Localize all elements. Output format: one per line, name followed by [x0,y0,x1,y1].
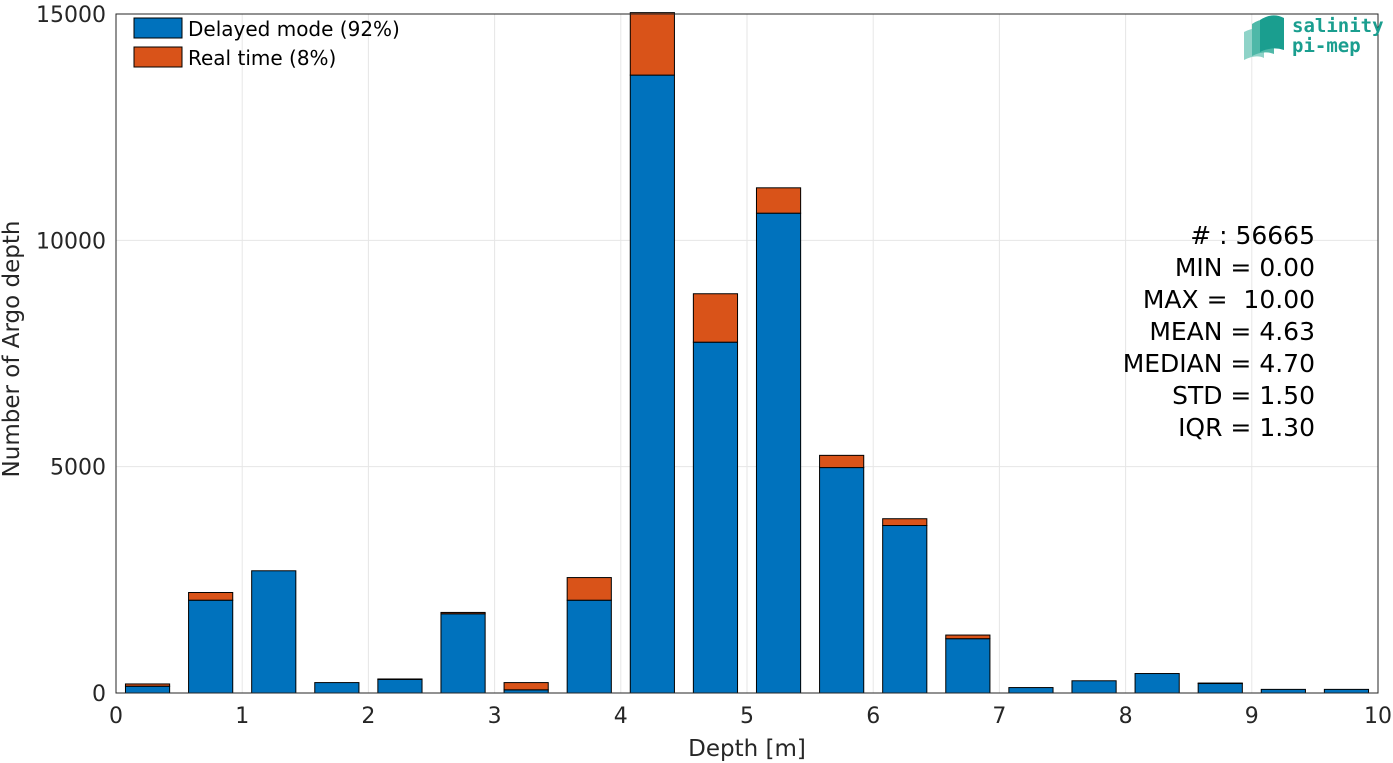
x-tick-label: 10 [1364,704,1392,729]
stat-median: MEDIAN = 4.70 [1123,349,1315,378]
y-tick-label: 5000 [50,456,106,481]
stat-iqr: IQR = 1.30 [1178,413,1315,442]
bar-real-time [124,683,171,687]
bar-real-time [692,293,739,343]
bar-real-time [945,634,991,640]
bar-delayed-mode [692,341,739,694]
bar-delayed-mode [1008,687,1054,694]
bar-delayed-mode [1260,688,1306,694]
y-axis-label: Number of Argo depth [0,221,25,478]
x-tick-label: 8 [1119,704,1133,729]
x-tick-label: 9 [1245,704,1259,729]
x-tick-label: 6 [866,704,880,729]
bar-delayed-mode [188,599,234,694]
bar-delayed-mode [755,212,802,694]
legend: Delayed mode (92%) Real time (8%) [133,17,400,70]
y-tick-label: 0 [92,682,106,707]
x-tick-labels: 0 1 2 3 4 5 6 7 8 9 10 [109,704,1392,729]
stat-count: # : 56665 [1190,221,1315,250]
stat-mean: MEAN = 4.63 [1149,317,1315,346]
stat-std: STD = 1.50 [1172,381,1315,410]
y-tick-label: 15000 [36,3,106,28]
legend-swatch-delayed [133,17,183,39]
y-tick-label: 10000 [36,229,106,254]
bar-real-time [566,577,612,601]
bar-delayed-mode [629,74,675,694]
salinity-pi-mep-logo: salinity pi-mep [1244,15,1384,60]
bar-delayed-mode [882,525,928,694]
bar-real-time [377,678,423,680]
x-tick-label: 4 [614,704,628,729]
bar-delayed-mode [1071,680,1117,694]
bar-real-time [440,611,486,615]
bar-delayed-mode [566,599,612,694]
logo-text-line2: pi-mep [1292,35,1361,57]
legend-label-delayed: Delayed mode (92%) [188,17,400,41]
bar-delayed-mode [314,682,360,694]
bar-real-time [188,592,234,601]
stats-annotation: # : 56665 MIN = 0.00 MAX = 10.00 MEAN = … [1123,221,1315,442]
bar-real-time [1197,682,1243,685]
wave-logo-icon [1244,15,1284,60]
x-tick-label: 3 [488,704,502,729]
bar-delayed-mode [440,613,486,694]
legend-label-realtime: Real time (8%) [188,46,336,70]
x-tick-label: 0 [109,704,123,729]
plot-frame [115,13,1379,694]
x-tick-label: 2 [361,704,375,729]
logo-text-line1: salinity [1292,15,1384,37]
bar-real-time [819,454,865,469]
bar-delayed-mode [124,685,171,694]
stat-max: MAX = 10.00 [1143,285,1315,314]
x-tick-label: 5 [740,704,754,729]
y-tick-labels: 0 5000 10000 15000 [36,3,106,707]
x-tick-label: 1 [235,704,249,729]
bar-real-time [755,187,802,214]
bar-real-time [503,682,549,691]
x-tick-label: 7 [992,704,1006,729]
bar-real-time [629,12,675,76]
bar-delayed-mode [1323,688,1370,694]
bar-delayed-mode [819,467,865,694]
bar-delayed-mode [377,678,423,694]
bar-delayed-mode [1197,682,1243,694]
stat-min: MIN = 0.00 [1175,253,1315,282]
bar-real-time [882,518,928,527]
bar-delayed-mode [945,638,991,694]
x-axis-label: Depth [m] [688,736,806,762]
bar-delayed-mode [251,570,297,694]
legend-swatch-realtime [133,46,183,68]
bars [124,12,1370,694]
bar-delayed-mode [1134,673,1180,694]
